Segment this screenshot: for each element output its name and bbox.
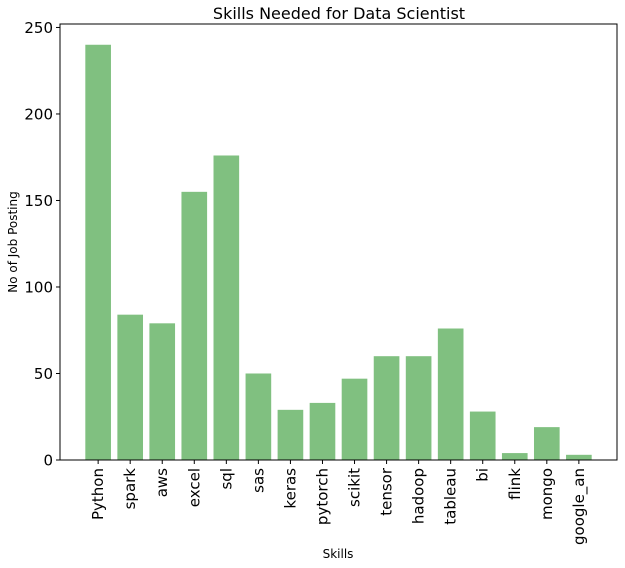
x-tick-label: Python <box>89 468 107 520</box>
bar-flink <box>501 453 528 460</box>
x-tick-label: tensor <box>378 467 396 516</box>
y-tick-label: 200 <box>24 105 53 123</box>
x-tick-label: pytorch <box>313 468 331 525</box>
y-tick-label: 100 <box>24 278 53 296</box>
x-tick-label: scikit <box>346 468 364 507</box>
y-tick-label: 0 <box>43 452 53 470</box>
x-tick-label: keras <box>281 468 299 509</box>
x-axis: Python spark aws excel sql sas keras pytorch sci… <box>89 460 589 545</box>
bar-scikit <box>341 378 368 460</box>
bar-excel <box>181 191 208 460</box>
y-tick-label: 50 <box>34 365 53 383</box>
x-tick-label: tableau <box>442 468 460 525</box>
bar-spark <box>117 314 144 460</box>
x-tick-label: mongo <box>538 468 556 520</box>
bar-tensor <box>373 356 400 460</box>
bar-python <box>85 44 111 460</box>
bar-pytorch <box>309 402 336 460</box>
bar-keras <box>277 409 304 460</box>
x-tick-label: hadoop <box>410 468 428 524</box>
y-tick-label: 250 <box>24 19 53 37</box>
x-tick-label: google_an <box>570 468 589 545</box>
bar-mongo <box>533 427 560 460</box>
y-tick-label: 150 <box>24 192 53 210</box>
x-tick-label: flink <box>506 468 524 500</box>
bars-group <box>85 44 592 461</box>
bar-sql <box>213 155 240 461</box>
chart-title: Skills Needed for Data Scientist <box>213 4 465 23</box>
bar-google_an <box>566 454 592 460</box>
x-tick-label: sql <box>217 468 235 490</box>
y-axis: 0 50 100 150 200 250 <box>24 19 60 470</box>
y-axis-label: No of Job Posting <box>6 191 20 293</box>
bar-hadoop <box>405 356 432 460</box>
bar-aws <box>149 323 176 460</box>
bar-sas <box>245 373 272 460</box>
x-tick-label: sas <box>249 468 267 493</box>
x-axis-label: Skills <box>323 547 354 561</box>
x-tick-label: excel <box>185 468 203 507</box>
x-tick-label: spark <box>121 468 139 510</box>
plot-frame <box>59 23 618 461</box>
x-tick-label: bi <box>474 468 492 482</box>
x-tick-label: aws <box>153 468 171 497</box>
bar-bi <box>469 411 496 460</box>
bar-tableau <box>437 328 464 460</box>
